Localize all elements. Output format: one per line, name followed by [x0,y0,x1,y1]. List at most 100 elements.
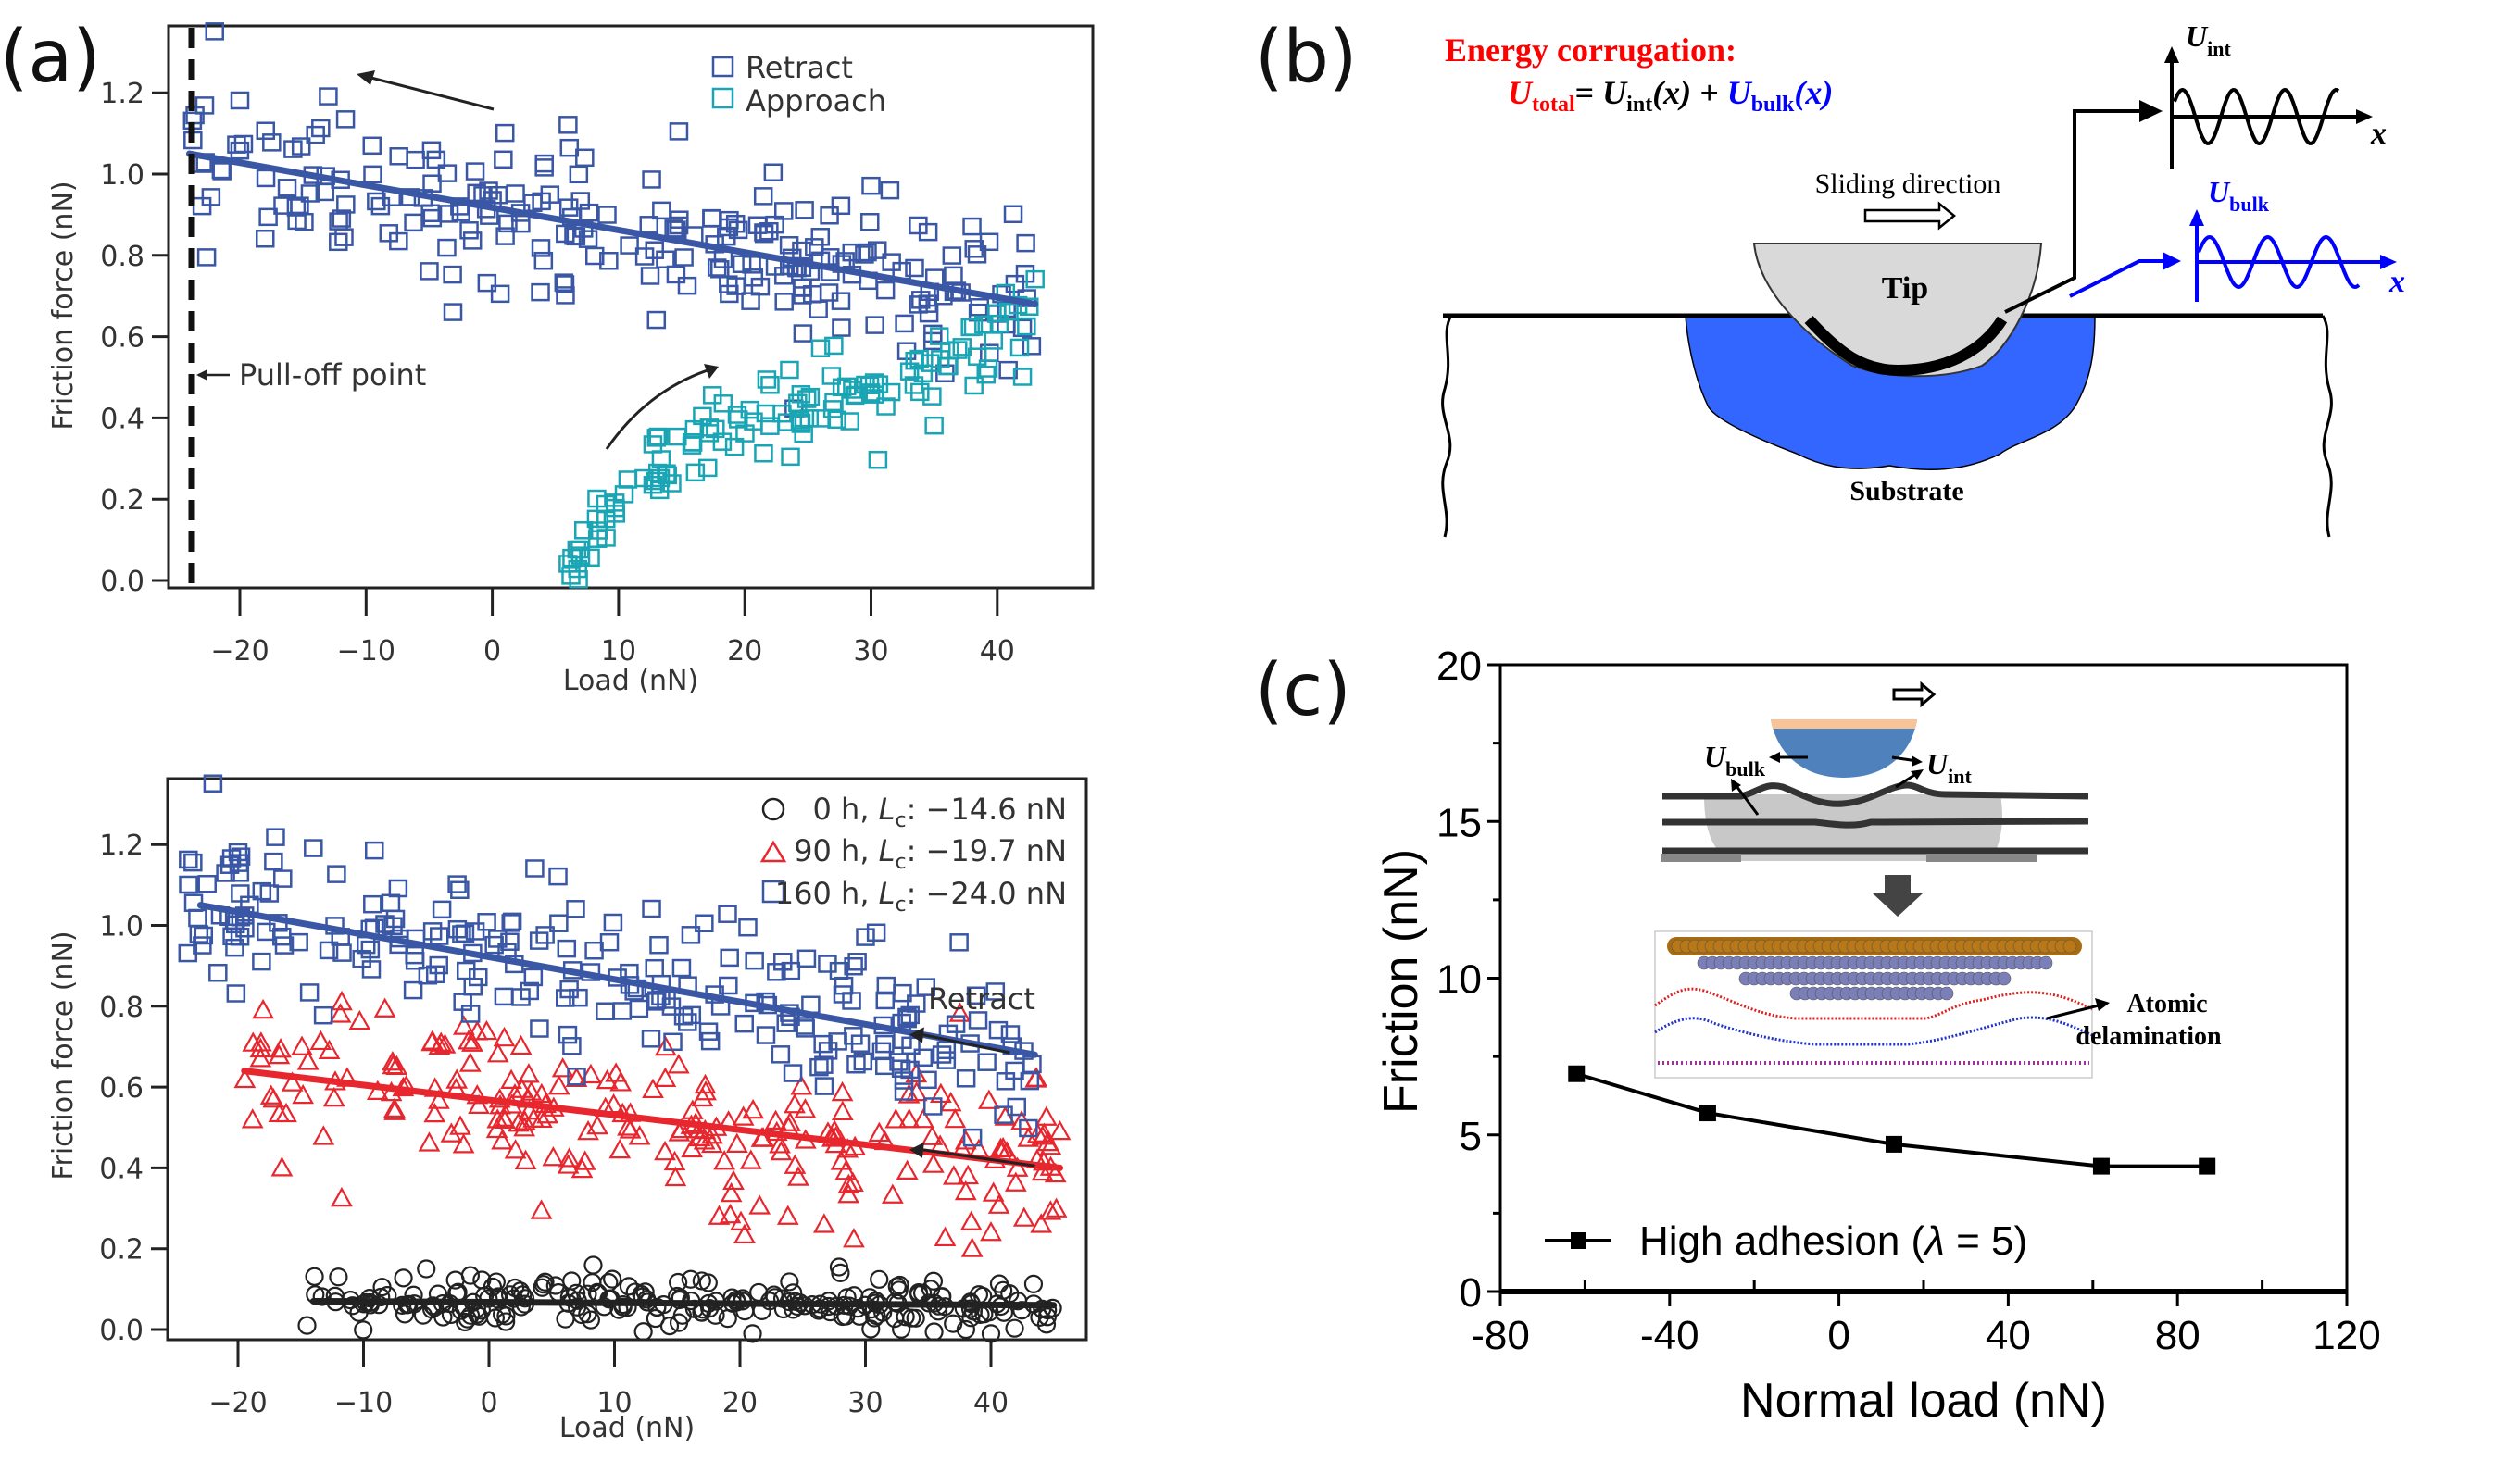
data-point [918,222,938,242]
data-point [447,875,467,893]
data-point [693,1130,716,1150]
data-point [796,949,817,968]
down-arrow-icon [1885,875,1911,895]
uint-wave [2173,87,2340,146]
data-point [203,774,223,793]
data-point [447,919,468,939]
data-point [669,1313,689,1332]
data-point [212,162,232,181]
legend-label-approach: Approach [746,83,886,119]
data-point [981,1324,1001,1343]
data-point [475,1019,498,1041]
y-tick-label: 0 [1460,1270,1482,1316]
legend-value: : −19.7 nN [907,833,1067,868]
data-point [511,214,531,233]
data-point [1005,1318,1024,1338]
data-point [713,394,733,413]
data-point [192,196,212,216]
data-point [793,324,813,343]
data-point [713,1149,736,1170]
data-point [876,976,896,995]
data-point [954,1299,973,1318]
data-point [252,881,272,901]
data-point [256,169,276,188]
data-point [776,1205,799,1225]
data-point [642,170,661,189]
data-point [619,1277,639,1296]
data-point [629,999,649,1018]
legend-value: : −24.0 nN [907,876,1067,911]
inset-support-right [1926,854,2037,862]
y-tick-label: 0.6 [100,322,144,355]
data-point [866,923,886,943]
data-point [227,135,246,154]
inset-layer-top [1662,781,2089,807]
data-point [518,1063,540,1083]
data-point [228,843,248,862]
data-point [548,867,568,886]
tip-label: Tip [1882,271,1928,306]
data-point [540,185,560,204]
data-point [319,87,338,106]
x-tick-label: 30 [853,635,888,668]
data-point [977,1053,997,1071]
data-point [501,914,520,932]
data-point [523,968,544,987]
substrate-left-edge [1441,315,1453,538]
data-point [556,286,575,305]
data-point [1699,1105,1716,1122]
data-point [774,267,794,285]
data-point [432,900,452,919]
data-point [535,1272,555,1292]
label-sub: bulk [2229,193,2270,216]
data-point [483,1277,503,1297]
data-point [810,339,831,358]
legend-lambda: λ [1923,1218,1945,1264]
data-point [868,450,888,469]
data-point [976,365,997,384]
data-point [884,1108,908,1129]
data-point [425,965,445,984]
legend-label-0h: 0 h, Lc: −14.6 nN [813,792,1068,832]
data-point [453,993,472,1011]
data-point [477,273,497,293]
data-point [230,141,250,160]
data-point [645,958,664,978]
y-ticks: 0.0 0.2 0.4 0.6 0.8 1.0 1.2 [99,830,168,1347]
data-point [795,201,814,219]
y-tick-label: 0.8 [100,241,144,273]
data-point [557,939,577,958]
delamination-label: delamination [2075,1022,2222,1051]
data-point [494,987,514,1006]
data-point [669,1272,688,1292]
md-red-layer [1654,987,2093,1020]
x-tick-label: -80 [1471,1313,1530,1358]
x-tick-label: −10 [334,1387,393,1419]
data-point [179,875,198,894]
data-point [780,360,799,380]
data-point [921,1125,944,1145]
legend-label-160h: 160 h, Lc: −24.0 nN [775,876,1067,917]
data-point [606,505,626,523]
data-point [225,938,244,957]
data-point [572,1305,592,1325]
data-point [790,411,810,430]
data-point [566,900,585,918]
data-point [837,1173,860,1193]
data-point [292,1083,314,1105]
data-point [286,198,307,217]
data-point [268,1102,291,1123]
y-tick-label: 20 [1436,643,1482,689]
legend-label-90h: 90 h, Lc: −19.7 nN [794,833,1067,874]
data-point [360,940,381,959]
inset-tip [1771,719,1917,778]
y-ticks: 0.0 0.2 0.4 0.6 0.8 1.0 1.2 [100,78,169,598]
data-point [1039,1200,1062,1220]
arrow-head-icon [2163,252,2181,270]
data-point [966,986,986,1005]
data-point [311,119,331,138]
y-tick-label: 0.2 [100,484,144,517]
x-tick-label: −10 [337,635,395,668]
data-point [443,265,462,284]
uint-x-label: x [2370,117,2387,151]
